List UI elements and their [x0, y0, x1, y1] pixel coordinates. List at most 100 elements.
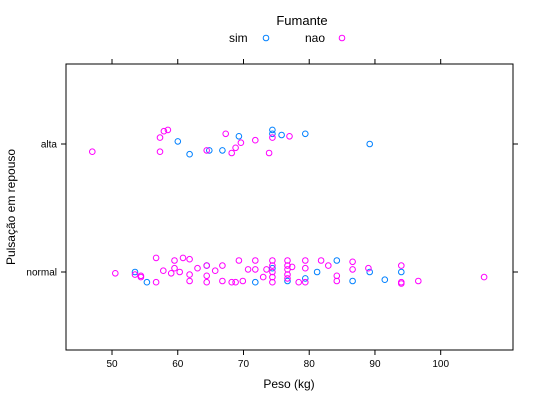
data-point-nao [222, 130, 229, 138]
x-tick-label: 80 [304, 359, 316, 370]
data-point-sim [313, 268, 321, 276]
data-points [89, 126, 488, 287]
data-point-nao [302, 278, 309, 286]
legend: Fumante sim nao [229, 13, 346, 45]
data-point-nao [269, 134, 276, 141]
data-point-nao [152, 278, 160, 286]
data-point-sim [206, 147, 213, 154]
x-tick-label: 70 [238, 359, 250, 370]
data-point-nao [219, 262, 226, 269]
data-point-nao [252, 257, 259, 264]
data-point-nao [349, 266, 356, 273]
data-point-nao [480, 273, 488, 281]
data-point-nao [203, 272, 210, 280]
data-point-sim [143, 278, 151, 286]
data-point-sim [366, 140, 374, 148]
data-point-nao [137, 273, 145, 281]
data-point-sim [398, 268, 405, 276]
data-point-nao [112, 270, 119, 277]
data-point-nao [156, 148, 164, 155]
data-point-sim [219, 147, 226, 154]
data-point-nao [203, 147, 210, 154]
data-point-sim [269, 126, 276, 134]
data-point-nao [398, 280, 405, 287]
data-point-nao [171, 257, 178, 264]
data-point-nao [263, 266, 270, 273]
data-point-nao [89, 148, 96, 155]
data-point-nao [269, 278, 276, 286]
legend-title: Fumante [276, 13, 327, 28]
data-point-nao [244, 266, 252, 273]
data-point-sim [131, 268, 139, 276]
data-point-nao [317, 257, 325, 264]
data-point-nao [239, 277, 247, 285]
data-point-nao [194, 264, 201, 272]
data-point-sim [278, 131, 285, 139]
data-point-nao [156, 134, 164, 141]
data-point-nao [333, 277, 341, 285]
data-point-nao [284, 275, 291, 282]
data-point-nao [171, 264, 178, 272]
data-point-sim [174, 138, 182, 145]
data-point-nao [203, 278, 210, 286]
data-point-nao [160, 127, 168, 135]
data-point-sim [284, 277, 291, 285]
y-axis: normal alta [26, 140, 518, 279]
data-point-nao [286, 133, 293, 140]
legend-label-nao: nao [305, 31, 325, 45]
legend-marker-sim [262, 34, 270, 42]
data-point-nao [186, 277, 193, 285]
x-tick-label: 100 [432, 359, 449, 370]
y-tick-label: alta [41, 140, 58, 151]
data-point-nao [252, 266, 259, 273]
legend-label-sim: sim [229, 31, 248, 45]
data-point-sim [349, 277, 356, 285]
data-point-nao [167, 270, 175, 277]
data-point-nao [302, 257, 309, 264]
data-point-nao [269, 262, 276, 269]
data-point-nao [284, 257, 291, 264]
data-point-nao [228, 278, 235, 286]
data-point-sim [186, 150, 193, 158]
data-point-nao [269, 268, 276, 276]
data-point-nao [176, 268, 183, 276]
data-point-nao [415, 277, 422, 285]
data-point-nao [302, 264, 309, 272]
data-point-sim [252, 278, 259, 286]
data-point-nao [325, 262, 332, 269]
y-axis-label: Pulsação em repouso [4, 149, 18, 265]
data-point-nao [152, 254, 160, 262]
data-point-nao [232, 144, 239, 152]
data-point-nao [211, 267, 219, 275]
legend-marker-nao [338, 34, 346, 42]
data-point-nao [288, 263, 296, 271]
data-point-nao [219, 277, 226, 285]
data-point-nao [269, 273, 276, 281]
data-point-nao [398, 262, 405, 269]
x-tick-label: 50 [106, 359, 118, 370]
data-point-nao [179, 254, 187, 262]
data-point-sim [333, 257, 341, 264]
x-axis-label: Peso (kg) [263, 377, 314, 391]
data-point-sim [381, 276, 389, 284]
data-point-nao [237, 139, 245, 146]
data-point-sim [302, 275, 309, 282]
data-point-nao [284, 271, 291, 278]
data-point-nao [265, 149, 273, 157]
data-point-nao [349, 258, 356, 266]
plot-panel [65, 63, 514, 351]
data-point-nao [284, 262, 291, 269]
data-point-nao [295, 278, 303, 286]
data-point-nao [160, 267, 167, 275]
data-point-sim [269, 264, 276, 272]
data-point-nao [228, 149, 235, 157]
data-point-nao [232, 278, 239, 286]
data-point-sim [235, 133, 243, 140]
data-point-nao [252, 136, 259, 144]
data-point-sim [269, 130, 276, 138]
data-point-nao [186, 271, 193, 278]
data-point-sim [366, 268, 374, 276]
data-point-nao [164, 126, 172, 134]
data-point-nao [203, 262, 210, 269]
